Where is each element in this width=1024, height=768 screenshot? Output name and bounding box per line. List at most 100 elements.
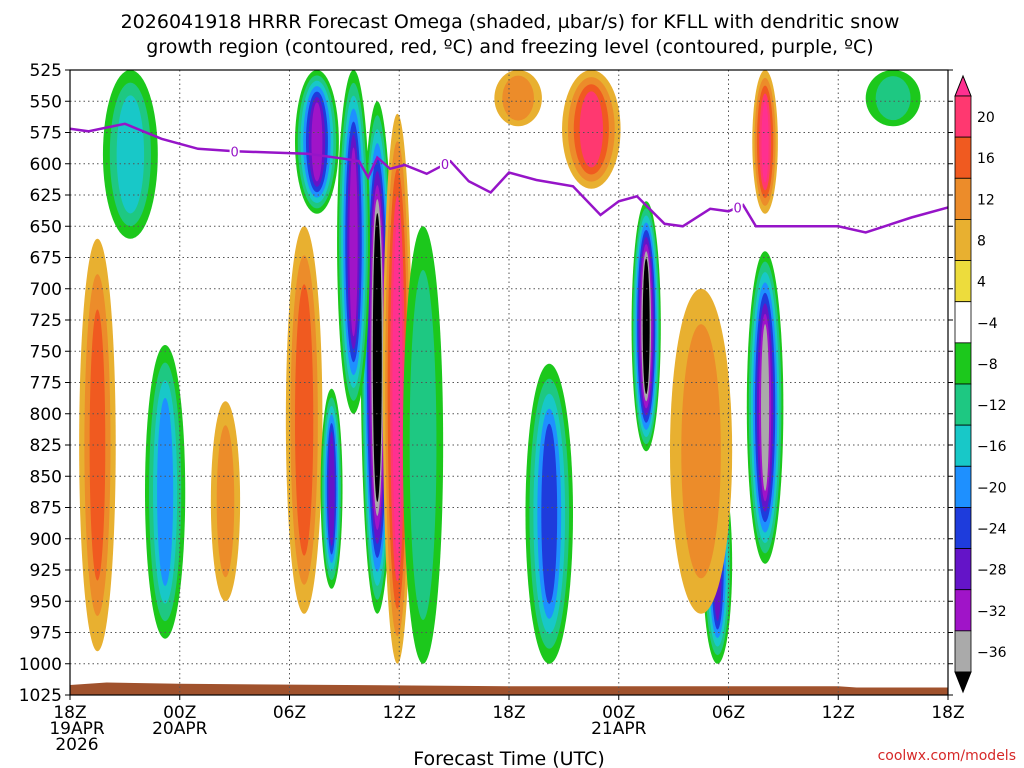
colorbar-bin-13 [954,630,972,673]
y-tick-label-675: 675 [30,249,62,269]
y-tick-label-750: 750 [30,342,62,362]
omega-feature-10 [320,388,343,589]
x-tick-label-4-0: 18Z [492,703,525,723]
x-tick-label-1-1: 20APR [152,719,208,739]
colorbar-bin-1 [954,136,972,179]
omega-contour-11-1 [502,75,534,121]
x-tick-label-2-0: 06Z [273,703,306,723]
colorbar-label-3: 8 [977,234,986,250]
freezing-level-label-bg-0 [229,144,240,159]
colorbar-label-10: −24 [977,522,1007,538]
omega-feature-17 [746,251,784,564]
omega-contour-3-1 [216,425,235,578]
x-tick-label-8-0: 18Z [931,703,964,723]
y-tick-label-1025: 1025 [19,686,62,706]
colorbar-bin-12 [954,589,972,632]
colorbar-label-12: −32 [977,604,1007,620]
colorbar-label-5: −4 [977,316,998,332]
y-tick-label-600: 600 [30,155,62,175]
omega-feature-12 [525,363,574,664]
omega-contour-19-1 [875,76,911,121]
freezing-level-line [70,122,948,234]
plot-area: 0 0 0 [69,69,949,696]
omega-contour-9-2 [294,284,314,556]
omega-feature-13 [562,70,621,189]
omega-contour-18-1 [681,324,721,579]
freezing-level-label-0: 0 [230,145,238,160]
y-tick-label-650: 650 [30,217,62,237]
y-tick-label-625: 625 [30,186,62,206]
x-tick-label-7-0: 12Z [822,703,855,723]
colorbar-label-13: −36 [977,645,1007,661]
y-tick-label-1000: 1000 [19,655,62,675]
colorbar-bin-10 [954,507,972,549]
freezing-level-label-2: 0 [734,201,742,216]
omega-contour-17-7 [761,324,770,491]
omega-feature-7 [337,70,370,414]
omega-contour-10-5 [328,431,335,546]
freezing-level-label-1: 0 [441,158,449,173]
omega-feature-9 [285,226,323,614]
colorbar-bin-8 [954,424,972,467]
colorbar-bin-7 [954,383,972,426]
colorbar-label-4: 4 [977,275,986,291]
omega-contour-5-5 [392,223,403,554]
colorbar-bin-2 [954,177,972,220]
chart-title-line-1: 2026041918 HRRR Forecast Omega (shaded, … [121,11,900,33]
freezing-level-label-bg-1 [439,157,450,172]
colorbar: 20 16 12 8 4 −4 −8 −12 −16 −20 −24 −28 −32 −36 [954,74,1007,694]
x-axis-title: Forecast Time (UTC) [413,748,604,768]
y-tick-label-725: 725 [30,311,62,331]
x-tick-label-5-1: 21APR [591,719,647,739]
y-tick-label-800: 800 [30,405,62,425]
freezing-level-label-bg-2 [732,200,743,215]
x-tick-label-5-0: 00Z [602,703,635,723]
colorbar-label-9: −20 [977,480,1007,496]
x-tick-label-1-0: 00Z [163,703,196,723]
y-tick-label-825: 825 [30,436,62,456]
omega-feature-1 [102,70,158,239]
omega-contour-16-5 [761,101,769,183]
omega-contour-8-6 [311,102,323,182]
omega-feature-18 [669,288,733,614]
colorbar-label-1: 16 [977,151,995,167]
y-tick-label-850: 850 [30,467,62,487]
omega-feature-14 [631,201,661,452]
credit-text: coolwx.com/models [878,748,1016,764]
omega-feature-2 [144,345,186,639]
colorbar-label-0: 20 [977,110,995,126]
omega-feature-19 [865,70,921,127]
x-tick-label-6-0: 06Z [712,703,745,723]
y-tick-label-950: 950 [30,592,62,612]
x-tick-label-0-0: 18Z [53,703,86,723]
omega-contour-13-3 [579,91,604,168]
colorbar-bin-9 [954,465,972,508]
x-tick-label-0-1: 19APR [49,719,105,739]
omega-contour-14-10 [643,260,650,393]
omega-contour-6-1 [409,270,437,620]
omega-feature-3 [210,401,241,602]
chart-title-line-2: growth region (contoured, red, ºC) and f… [146,36,873,58]
colorbar-label-8: −16 [977,439,1007,455]
omega-contour-2-3 [157,397,174,586]
x-tick-label-0-2: 2026 [55,735,98,755]
omega-contour-12-4 [541,423,558,604]
colorbar-bin-0 [954,95,972,138]
colorbar-bin-4 [954,260,972,303]
y-tick-label-925: 925 [30,561,62,581]
colorbar-label-6: −8 [977,357,998,373]
omega-feature-16 [752,70,778,214]
y-axis: 525 550 575 600 625 650 675 700 725 750 775 800 825 8… [19,61,953,706]
y-tick-label-575: 575 [30,124,62,144]
omega-contour-4-10 [373,216,382,499]
colorbar-bin-3 [954,219,972,261]
y-tick-label-875: 875 [30,499,62,519]
y-tick-label-550: 550 [30,92,62,112]
freezing-level-contour: 0 0 0 [70,122,948,234]
colorbar-label-11: −28 [977,563,1007,579]
colorbar-top-arrow [954,74,972,97]
colorbar-bin-11 [954,548,972,591]
x-tick-label-3-0: 12Z [383,703,416,723]
